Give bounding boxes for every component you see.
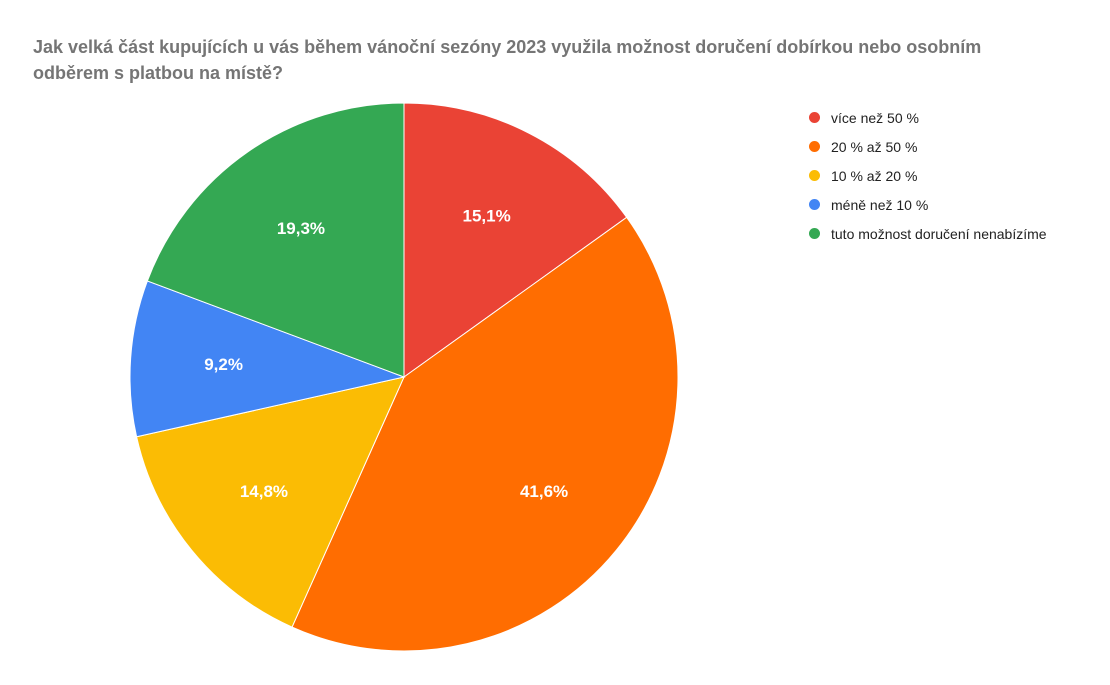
legend-swatch xyxy=(809,228,820,239)
legend-item-20-pct-az-50-pct[interactable]: 20 % až 50 % xyxy=(809,132,1047,161)
slice-data-label: 15,1% xyxy=(463,207,511,226)
pie-slice-10-pct-az-20-pct[interactable] xyxy=(136,376,405,628)
pie-slice-20-pct-az-50-pct[interactable] xyxy=(291,216,679,652)
pie-slice-vice-nez-50-pct[interactable] xyxy=(403,102,628,378)
legend-swatch xyxy=(809,170,820,181)
legend-label: méně než 10 % xyxy=(831,196,929,213)
legend-item-tuto-moznost-doruceni-nenabizime[interactable]: tuto možnost doručení nenabízíme xyxy=(809,219,1047,248)
slice-data-label: 41,6% xyxy=(520,482,568,501)
legend-label: více než 50 % xyxy=(831,109,919,126)
legend-swatch xyxy=(809,141,820,152)
legend-item-vice-nez-50-pct[interactable]: více než 50 % xyxy=(809,103,1047,132)
legend-swatch xyxy=(809,112,820,123)
chart-legend: více než 50 % 20 % až 50 % 10 % až 20 % mén… xyxy=(809,103,1047,248)
slice-data-label: 9,2% xyxy=(204,355,243,374)
legend-label: tuto možnost doručení nenabízíme xyxy=(831,225,1047,242)
pie-slice-mene-nez-10-pct[interactable] xyxy=(129,280,406,438)
pie-slice-tuto-moznost-doruceni-nenabizime[interactable] xyxy=(146,102,405,378)
legend-label: 20 % až 50 % xyxy=(831,138,918,155)
slice-data-label: 19,3% xyxy=(277,219,325,238)
chart-title: Jak velká část kupujících u vás během vá… xyxy=(33,37,982,83)
legend-label: 10 % až 20 % xyxy=(831,167,918,184)
legend-item-mene-nez-10-pct[interactable]: méně než 10 % xyxy=(809,190,1047,219)
legend-item-10-pct-az-20-pct[interactable]: 10 % až 20 % xyxy=(809,161,1047,190)
legend-swatch xyxy=(809,199,820,210)
slice-data-label: 14,8% xyxy=(240,482,288,501)
